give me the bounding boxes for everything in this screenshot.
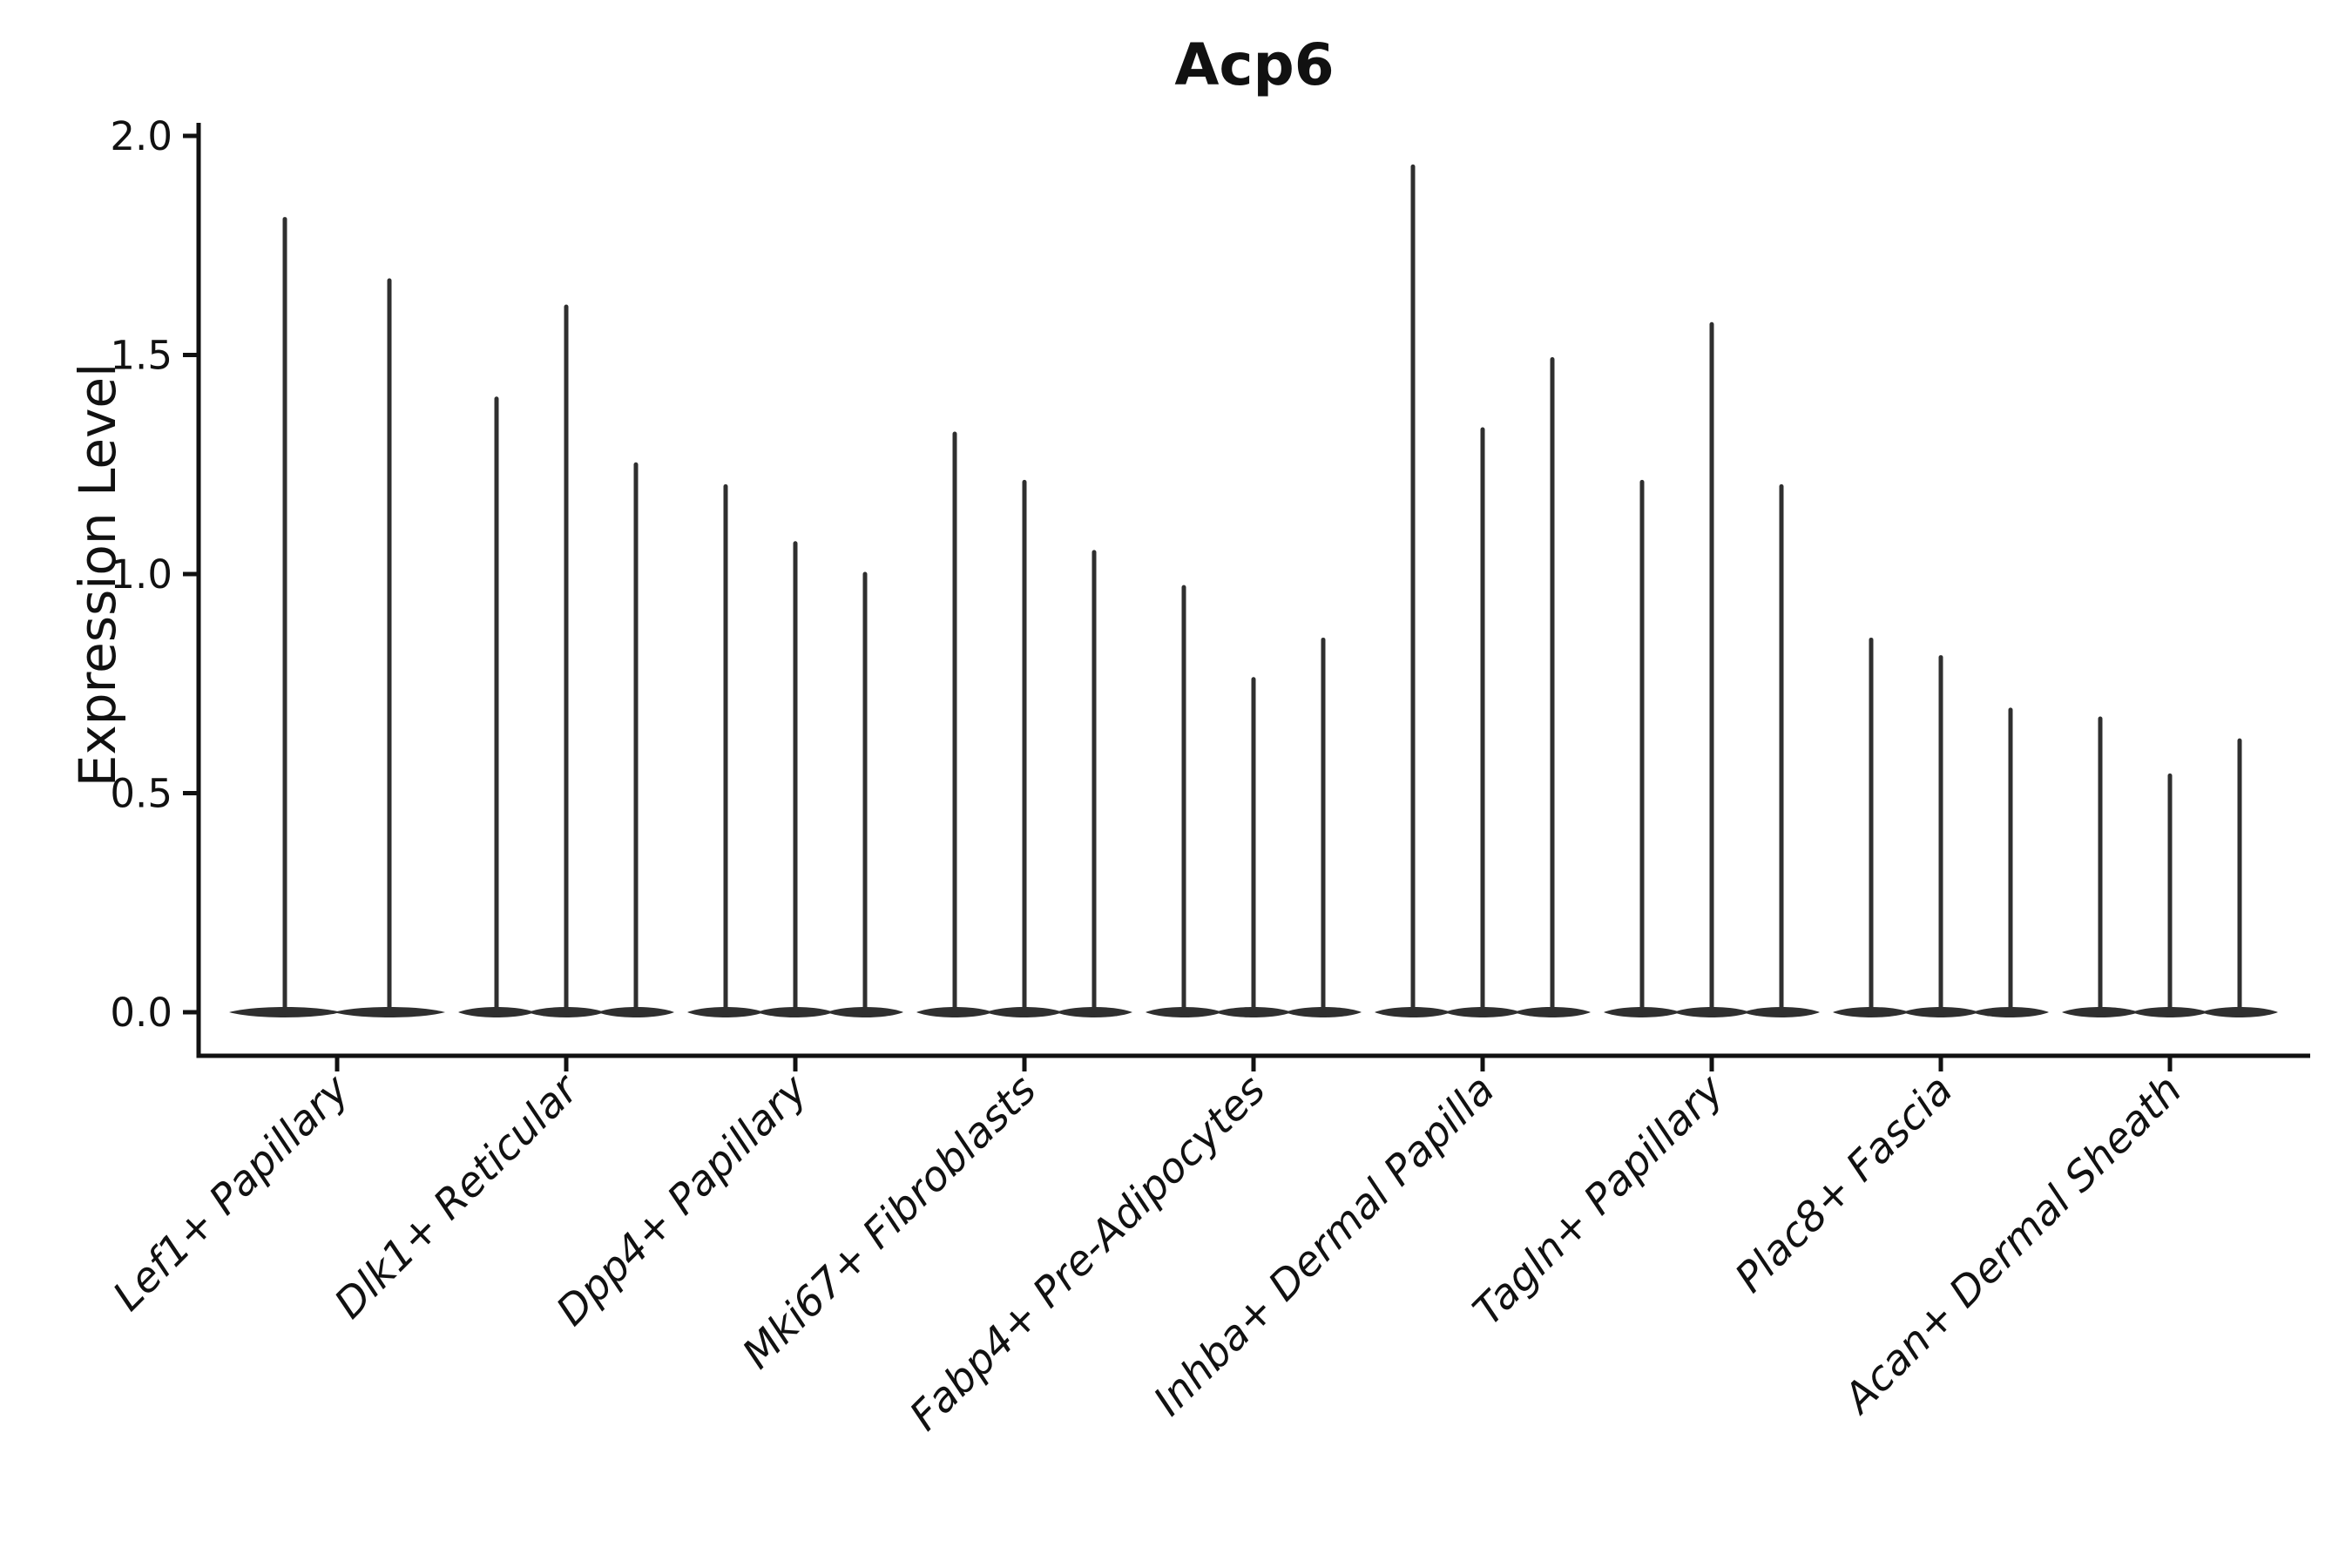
y-tick-label-0.0: 0.0 <box>110 990 172 1036</box>
y-tick-label-0.5: 0.5 <box>110 771 172 817</box>
y-tick-label-1.0: 1.0 <box>110 551 172 598</box>
y-axis-label: Expression Level <box>68 363 127 787</box>
y-tick-label-2.0: 2.0 <box>110 113 172 159</box>
y-tick-label-1.5: 1.5 <box>110 333 172 379</box>
chart-title: Acp6 <box>1174 31 1334 98</box>
